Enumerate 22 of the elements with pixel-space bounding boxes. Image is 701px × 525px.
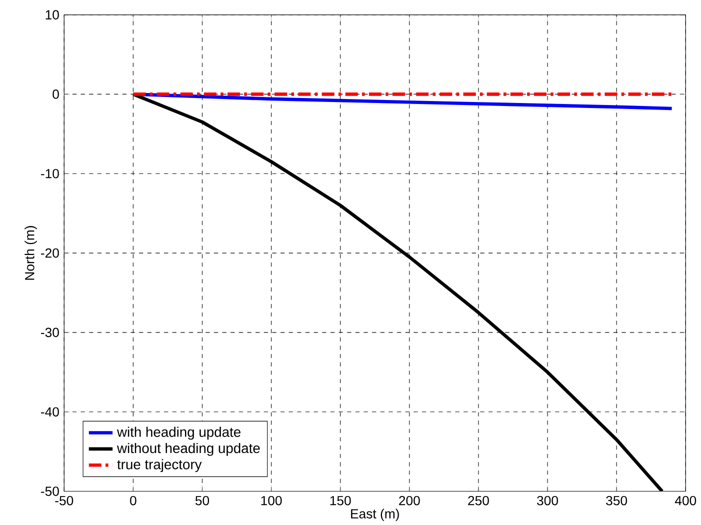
y-tick-label: 0: [52, 89, 59, 99]
y-tick-label: -50: [41, 486, 59, 496]
y-tick-label: 10: [46, 10, 59, 20]
legend-label: with heading update: [116, 426, 240, 440]
x-tick-label: 400: [674, 496, 696, 506]
y-tick-label: -40: [41, 406, 59, 416]
x-tick-label: 300: [537, 496, 558, 506]
x-tick-label: 350: [606, 496, 628, 506]
x-axis-title: East (m): [351, 508, 399, 521]
x-tick-label: 100: [261, 496, 282, 506]
x-tick-label: 200: [399, 496, 420, 506]
x-tick-label: 0: [130, 496, 136, 506]
y-tick-label: -10: [41, 168, 59, 178]
y-tick-label: -30: [41, 328, 59, 337]
x-tick-label: -50: [55, 496, 74, 506]
x-tick-label: 50: [195, 496, 210, 506]
y-axis-title: North (m): [24, 226, 37, 280]
legend-label: true trajectory: [117, 458, 202, 472]
y-tick-label: -20: [41, 248, 59, 258]
x-tick-label: 250: [468, 496, 489, 506]
legend-label: without heading update: [116, 442, 260, 456]
x-tick-label: 150: [330, 496, 351, 506]
